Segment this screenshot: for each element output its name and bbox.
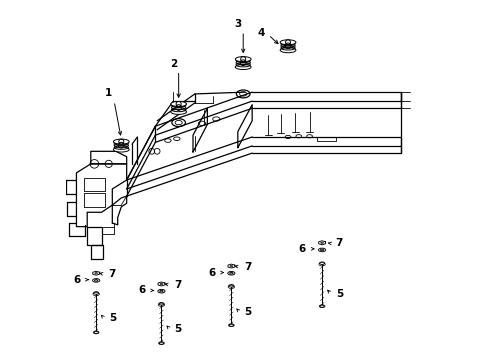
Text: 7: 7 — [336, 238, 343, 248]
Text: 5: 5 — [245, 307, 251, 317]
Ellipse shape — [171, 109, 187, 114]
Text: 1: 1 — [105, 87, 112, 98]
Text: 7: 7 — [245, 262, 252, 272]
Text: 6: 6 — [298, 244, 306, 254]
Text: 6: 6 — [138, 285, 146, 296]
Ellipse shape — [229, 284, 234, 287]
Text: 6: 6 — [74, 275, 81, 285]
Ellipse shape — [235, 57, 251, 62]
Ellipse shape — [235, 64, 251, 69]
Ellipse shape — [171, 102, 187, 107]
Text: 3: 3 — [234, 19, 242, 30]
Ellipse shape — [94, 331, 98, 333]
Ellipse shape — [229, 324, 234, 326]
Text: 5: 5 — [174, 324, 182, 334]
Text: 7: 7 — [174, 280, 182, 290]
Text: 6: 6 — [208, 267, 216, 278]
Text: 2: 2 — [170, 59, 177, 69]
Ellipse shape — [320, 305, 324, 307]
Ellipse shape — [319, 262, 324, 265]
Ellipse shape — [159, 302, 164, 305]
Ellipse shape — [94, 292, 98, 294]
Ellipse shape — [113, 139, 129, 144]
Text: 4: 4 — [257, 28, 265, 38]
Ellipse shape — [113, 147, 129, 152]
Ellipse shape — [159, 342, 164, 344]
Ellipse shape — [280, 48, 296, 53]
Ellipse shape — [280, 40, 296, 45]
Text: 5: 5 — [109, 313, 116, 323]
Bar — [317, 137, 337, 141]
Text: 5: 5 — [336, 289, 343, 299]
Text: 7: 7 — [109, 269, 116, 279]
